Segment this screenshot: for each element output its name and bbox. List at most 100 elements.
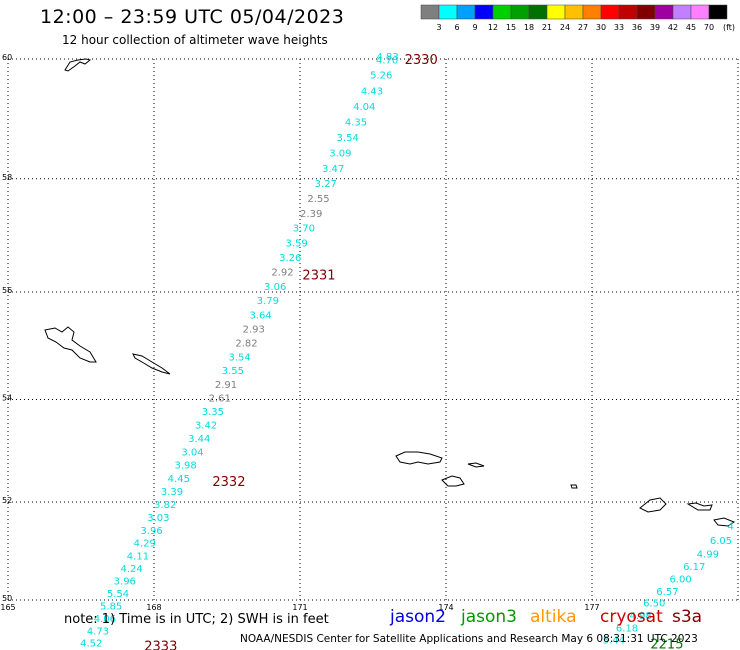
lon-tick-label: 168 <box>146 603 161 612</box>
legend-tick-label: 24 <box>560 23 570 32</box>
legend-swatch <box>438 4 458 20</box>
wave-height-label: 3.35 <box>202 407 224 418</box>
wave-height-label: 5.44 <box>603 636 625 647</box>
pass-time-label: 2215 <box>650 638 683 650</box>
legend-swatch <box>654 4 674 20</box>
wave-height-label: 3.27 <box>315 179 337 190</box>
legend-swatch <box>672 4 692 20</box>
legend-swatch <box>564 4 584 20</box>
pass-time-label: 2332 <box>212 475 245 490</box>
pass-time-label: 2330 <box>405 53 438 68</box>
wave-height-label: 2.39 <box>300 209 322 220</box>
legend-swatch <box>618 4 638 20</box>
wave-height-label: 3.39 <box>161 487 183 498</box>
wave-height-label: 3.42 <box>195 421 217 432</box>
lat-tick-label: 58 <box>2 173 12 182</box>
wave-height-label: 6.05 <box>710 536 732 547</box>
legend-swatch <box>420 4 440 20</box>
legend-swatch <box>690 4 710 20</box>
satellite-s3a: s3a <box>672 607 703 627</box>
wave-height-label: 6.57 <box>656 587 678 598</box>
legend-swatch <box>510 4 530 20</box>
legend-tick-label: 42 <box>668 23 678 32</box>
wave-height-label: 4 <box>728 521 734 532</box>
wave-height-label: 3.03 <box>147 513 169 524</box>
wave-height-label: 4.45 <box>168 474 190 485</box>
wave-height-label: 3.44 <box>188 434 210 445</box>
pass-time-label: 2333 <box>144 640 177 650</box>
lat-lon-grid <box>7 58 739 601</box>
legend-tick-label: 18 <box>524 23 534 32</box>
wave-height-label: 6.50 <box>643 599 665 610</box>
wave-height-label: 4.11 <box>127 551 149 562</box>
wave-height-label: 3.96 <box>114 577 136 588</box>
wave-height-label: 3.82 <box>154 500 176 511</box>
page-subtitle: 12 hour collection of altimeter wave hei… <box>62 33 328 47</box>
legend-swatch <box>582 4 602 20</box>
wave-height-label: 3.09 <box>329 149 351 160</box>
legend-tick-label: 15 <box>506 23 516 32</box>
wave-height-label: 4.35 <box>345 118 367 129</box>
coastlines <box>44 58 736 527</box>
legend-tick-label: 27 <box>578 23 588 32</box>
legend-tick-label: 30 <box>596 23 606 32</box>
legend-swatch <box>474 4 494 20</box>
wave-height-label: 2.91 <box>215 380 237 391</box>
wave-height-label: 3.70 <box>293 224 315 235</box>
wave-height-label: 4.43 <box>361 86 383 97</box>
legend-tick-label: 6 <box>454 23 459 32</box>
wave-height-label: 6.00 <box>669 575 691 586</box>
coastline-mainland <box>64 58 92 72</box>
wave-height-label: 3.64 <box>249 310 271 321</box>
satellite-jason2: jason2 <box>390 607 446 627</box>
altimeter-tracks: 4.834.70 5.26 4.43 4.04 4.35 3.54 3.09 3.47 3.27… <box>80 52 734 650</box>
legend-swatch <box>636 4 656 20</box>
lat-tick-label: 54 <box>2 394 12 403</box>
lat-tick-label: 50 <box>2 594 12 603</box>
legend-swatch <box>528 4 548 20</box>
wave-height-label: 3.47 <box>322 164 344 175</box>
legend-tick-label: 39 <box>650 23 660 32</box>
wave-height-label: 2.92 <box>271 267 293 278</box>
legend-unit: (ft) <box>723 23 735 32</box>
pass-time-label: 2331 <box>302 268 335 283</box>
wave-height-label: 3.54 <box>337 133 359 144</box>
wave-height-label: 2.61 <box>209 394 231 405</box>
wave-height-label: 3.54 <box>229 352 251 363</box>
wave-height-label: 2.93 <box>243 324 265 335</box>
legend-swatch <box>492 4 512 20</box>
wave-height-label: 3.79 <box>257 296 279 307</box>
coastline-island-west <box>44 326 97 363</box>
wave-height-label: 3.96 <box>140 526 162 537</box>
wave-height-label: 3.55 <box>222 366 244 377</box>
wave-height-label: 3.04 <box>181 447 203 458</box>
wave-height-label: 4.29 <box>134 539 156 550</box>
coastline-island-far-east-3 <box>713 517 736 527</box>
wave-height-label: 4.70 <box>376 55 398 66</box>
wave-height-label: 4.98 <box>630 611 652 622</box>
satellite-jason3: jason3 <box>461 607 517 627</box>
coastline-island-far-east-2 <box>686 502 713 511</box>
legend-tick-label: 70 <box>704 23 714 32</box>
units-note: note: 1) Time is in UTC; 2) SWH is in fe… <box>64 612 329 627</box>
coastline-island-southeast <box>441 475 465 487</box>
legend-tick-label: 12 <box>488 23 498 32</box>
wave-height-label: 5.85 <box>100 602 122 613</box>
wave-height-label: 4.99 <box>697 549 719 560</box>
lat-tick-label: 56 <box>2 286 12 295</box>
legend-swatch <box>456 4 476 20</box>
wave-height-label: 4.06 <box>94 614 116 625</box>
wave-height-label: 4.73 <box>87 626 109 637</box>
wave-height-label: 5.26 <box>370 71 392 82</box>
coastline-island-east <box>395 451 443 465</box>
lon-tick-label: 177 <box>584 603 599 612</box>
legend-tick-label: 21 <box>542 23 552 32</box>
wave-height-label: 3.98 <box>175 461 197 472</box>
wave-height-label: 6.17 <box>683 562 705 573</box>
legend-tick-label: 33 <box>614 23 624 32</box>
coastline-island-mid <box>132 353 171 375</box>
wave-height-label: 2.82 <box>235 338 257 349</box>
coastline-island-far-east-1 <box>639 497 667 513</box>
lon-tick-label: 165 <box>0 603 15 612</box>
legend-tick-label: 3 <box>436 23 441 32</box>
